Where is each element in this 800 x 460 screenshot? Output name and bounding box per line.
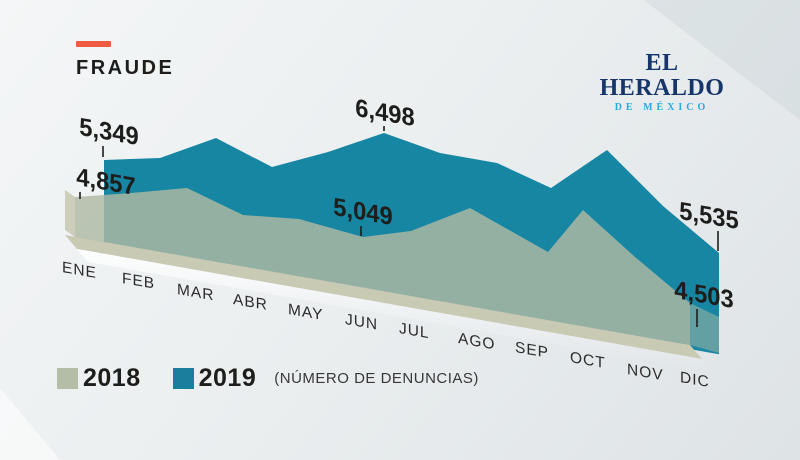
accent-dash [76, 41, 111, 47]
slab-face-khaki [65, 235, 702, 359]
value-label-2019: 6,498 [355, 94, 414, 132]
month-label-dic: DIC [680, 369, 710, 391]
logo-line1: EL HERALDO [599, 50, 725, 102]
el-heraldo-logo: EL HERALDO DE MÉXICO [582, 50, 742, 114]
legend-item-2018: 2018 [57, 364, 141, 393]
legend-note: (NÚMERO DE DENUNCIAS) [274, 370, 479, 387]
legend-item-2019: 2019 [172, 364, 257, 393]
month-label-abr: ABR [233, 291, 268, 314]
area-2018 [75, 188, 690, 346]
month-label-may: MAY [288, 301, 323, 324]
month-label-jul: JUL [399, 320, 430, 342]
left-cap-2018 [65, 190, 75, 237]
month-label-oct: OCT [570, 349, 606, 372]
floor-shelf [77, 249, 713, 372]
chart-title-block: FRAUDE [76, 41, 174, 80]
legend-swatch-2018 [57, 368, 78, 389]
month-label-sep: SEP [515, 339, 549, 362]
month-label-nov: NOV [627, 361, 664, 384]
month-label-ene: ENE [62, 259, 97, 282]
chart-title: FRAUDE [76, 57, 175, 79]
legend: 2018 2019 (NÚMERO DE DENUNCIAS) [57, 364, 479, 393]
month-label-ago: AGO [458, 330, 495, 353]
legend-label-2019: 2019 [198, 364, 257, 392]
month-label-jun: JUN [345, 311, 378, 334]
month-label-mar: MAR [177, 281, 214, 304]
month-label-feb: FEB [122, 270, 155, 293]
value-label-2019: 5,349 [79, 113, 138, 151]
logo-line2: DE MÉXICO [614, 102, 710, 114]
legend-swatch-2019 [172, 368, 194, 389]
legend-label-2018: 2018 [83, 364, 141, 392]
